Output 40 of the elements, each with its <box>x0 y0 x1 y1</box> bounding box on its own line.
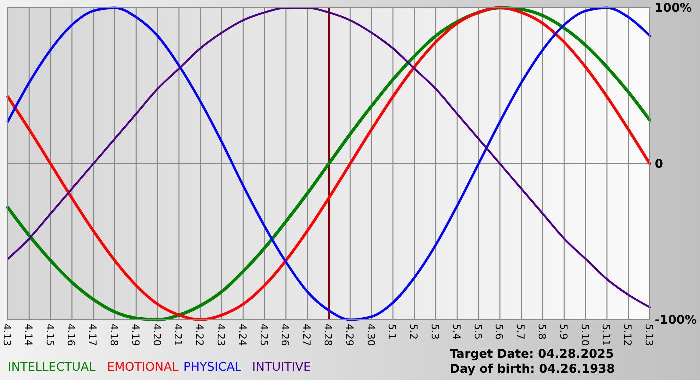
x-tick-label: 4.15 <box>44 324 55 346</box>
x-tick-label: 5.10 <box>578 324 590 346</box>
text: Day of birth: 04.26.1938 <box>450 362 616 376</box>
x-tick-label: 5.4 <box>450 324 462 340</box>
x-tick-label: 5.13 <box>643 324 654 346</box>
x-tick-label: 4.21 <box>172 324 184 346</box>
x-tick-label: 4.28 <box>322 324 333 346</box>
x-tick-label: 5.7 <box>514 324 526 340</box>
x-tick-label: 4.22 <box>194 324 205 346</box>
text: INTUITIVE <box>252 360 312 374</box>
x-tick-label: 5.11 <box>600 324 612 346</box>
x-tick-label: 4.24 <box>236 324 248 346</box>
x-tick-label: 4.13 <box>1 324 12 346</box>
x-tick-label: 5.3 <box>429 324 440 340</box>
text: Target Date: 04.28.2025 <box>450 347 614 361</box>
text: INTELLECTUAL <box>8 360 96 374</box>
x-tick-label: 5.6 <box>493 324 504 340</box>
y-tick-label: -100% <box>655 313 698 328</box>
x-tick-label: 5.1 <box>386 324 398 340</box>
x-tick-label: 4.18 <box>108 324 119 346</box>
text: EMOTIONAL <box>107 360 180 374</box>
x-tick-label: 4.30 <box>364 324 376 346</box>
text: PHYSICAL <box>184 360 242 374</box>
y-tick-label: 100% <box>655 1 692 16</box>
x-tick-label: 4.17 <box>86 324 98 346</box>
x-tick-label: 4.23 <box>215 324 226 346</box>
x-tick-label: 5.2 <box>408 324 419 340</box>
x-tick-label: 4.27 <box>300 324 312 346</box>
x-tick-label: 4.20 <box>150 324 162 346</box>
x-tick-label: 5.12 <box>622 324 633 346</box>
x-tick-label: 4.16 <box>65 324 76 346</box>
x-tick-label: 4.26 <box>279 324 290 346</box>
x-tick-label: 4.25 <box>258 324 269 346</box>
y-tick-label: 0 <box>655 157 664 172</box>
x-tick-label: 5.9 <box>557 324 568 340</box>
x-tick-label: 5.5 <box>472 324 483 340</box>
x-tick-label: 4.19 <box>129 324 140 346</box>
x-tick-label: 4.29 <box>343 324 354 346</box>
x-tick-label: 4.14 <box>22 324 34 346</box>
x-tick-label: 5.8 <box>536 324 547 340</box>
